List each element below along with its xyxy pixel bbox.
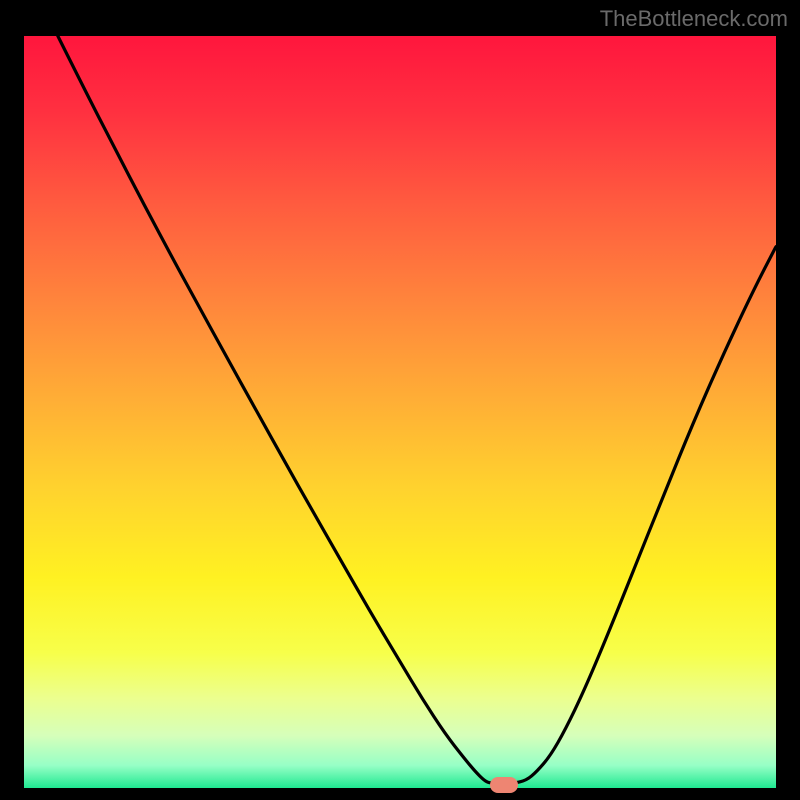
watermark-text: TheBottleneck.com	[600, 6, 788, 32]
plot-area	[24, 36, 776, 788]
optimum-marker	[490, 777, 518, 793]
bottleneck-curve	[24, 36, 776, 788]
